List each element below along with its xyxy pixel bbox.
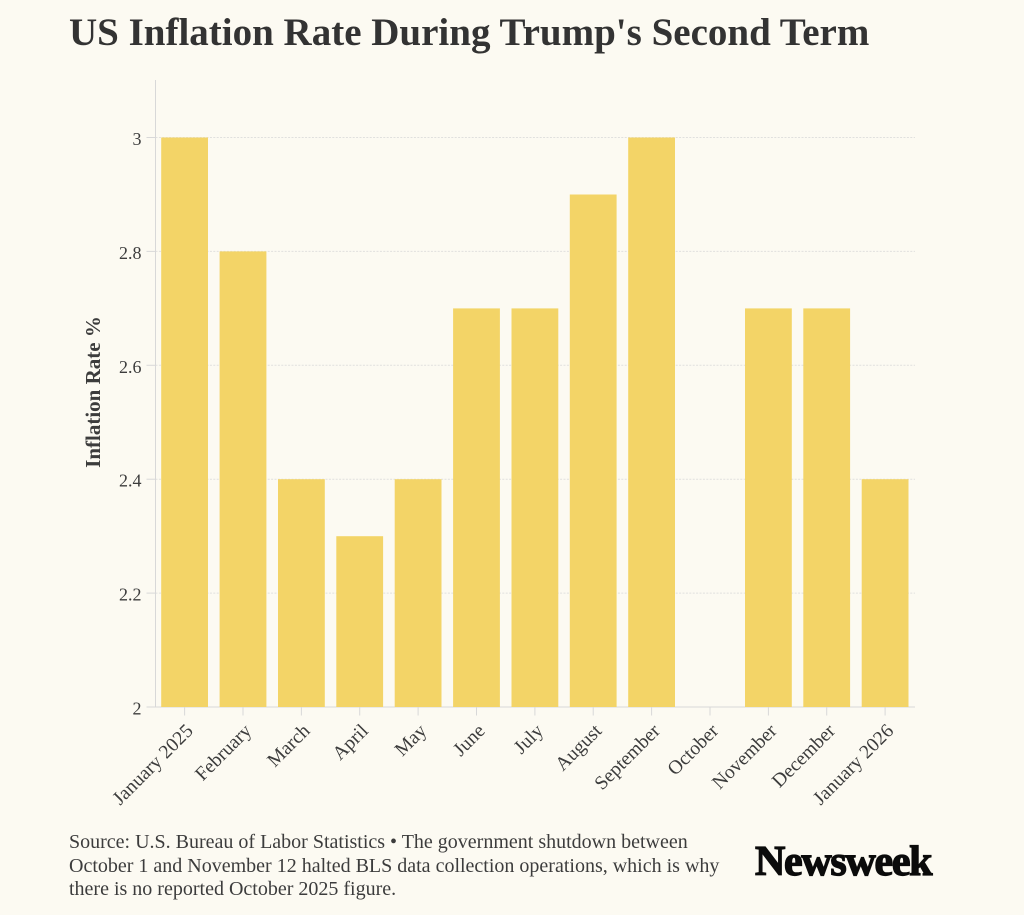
svg-text:August: August <box>552 720 607 775</box>
svg-text:February: February <box>191 720 256 785</box>
svg-text:2.2: 2.2 <box>119 585 142 605</box>
svg-text:April: April <box>329 720 373 764</box>
svg-text:May: May <box>391 720 431 760</box>
svg-text:3: 3 <box>133 129 142 149</box>
svg-text:2: 2 <box>133 699 142 719</box>
svg-text:November: November <box>708 720 781 793</box>
svg-text:2.8: 2.8 <box>119 243 142 263</box>
svg-text:January 2025: January 2025 <box>109 721 198 810</box>
svg-text:Inflation Rate %: Inflation Rate % <box>81 316 105 468</box>
svg-text:June: June <box>449 721 489 761</box>
svg-text:2.4: 2.4 <box>119 471 142 491</box>
svg-text:October: October <box>664 720 724 780</box>
svg-text:2.6: 2.6 <box>119 357 142 377</box>
svg-text:March: March <box>264 720 315 771</box>
svg-text:July: July <box>510 720 548 758</box>
